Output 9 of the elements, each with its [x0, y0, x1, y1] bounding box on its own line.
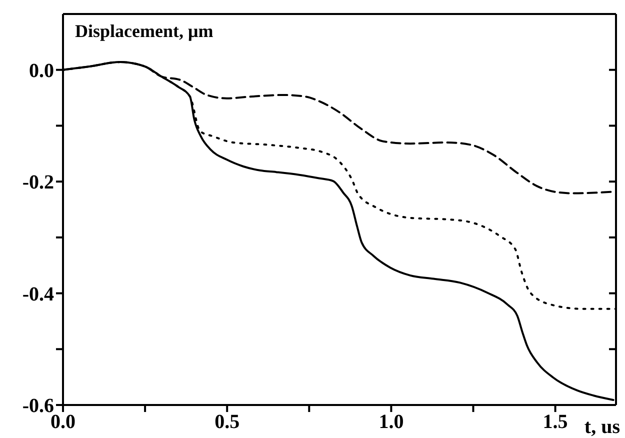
- y-tick-label: -0.4: [22, 283, 54, 306]
- x-tick-label: 0.0: [50, 411, 76, 434]
- y-axis-title: Displacement, μm: [75, 21, 214, 41]
- x-axis-title: t, us: [584, 416, 620, 438]
- x-tick-label: 0.5: [214, 411, 240, 434]
- x-tick-label: 1.5: [542, 411, 568, 434]
- y-tick-label: 0.0: [29, 60, 54, 82]
- x-tick-label: 1.0: [378, 411, 404, 434]
- y-tick-label: -0.2: [22, 172, 54, 194]
